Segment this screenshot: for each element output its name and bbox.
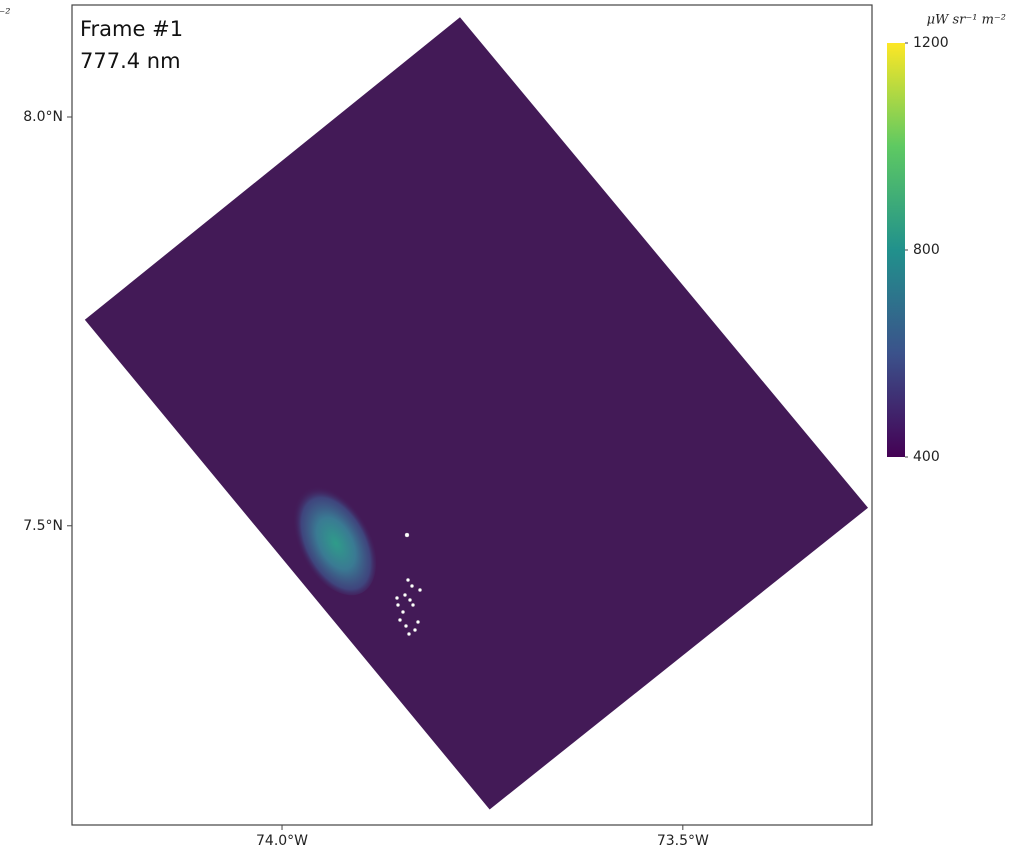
colorbar: [887, 43, 905, 457]
page: {"chart_data": {"type": "map", "annotati…: [0, 0, 1010, 853]
y-tick-label: 7.5°N: [23, 518, 63, 534]
x-tick-label: 74.0°W: [256, 833, 308, 849]
x-tick-label: 73.5°W: [657, 833, 709, 849]
colorbar-tick-label: 1200: [913, 35, 949, 51]
y-tick-label: 8.0°N: [23, 109, 63, 125]
colorbar-tick-label: 800: [913, 242, 940, 258]
colorbar-label: μW sr⁻¹ m⁻²: [927, 13, 1006, 28]
annotation: 777.4 nm: [80, 49, 181, 73]
edge-text: m⁻²: [0, 7, 10, 22]
annotation: Frame #1: [80, 17, 183, 41]
map-figure: Frame #1 777.4 nm m⁻² μW sr⁻¹ m⁻² 74.0°W…: [0, 0, 1010, 853]
colorbar-tick-label: 400: [913, 449, 940, 465]
swath: [85, 17, 868, 809]
swath-layer: [85, 17, 868, 809]
